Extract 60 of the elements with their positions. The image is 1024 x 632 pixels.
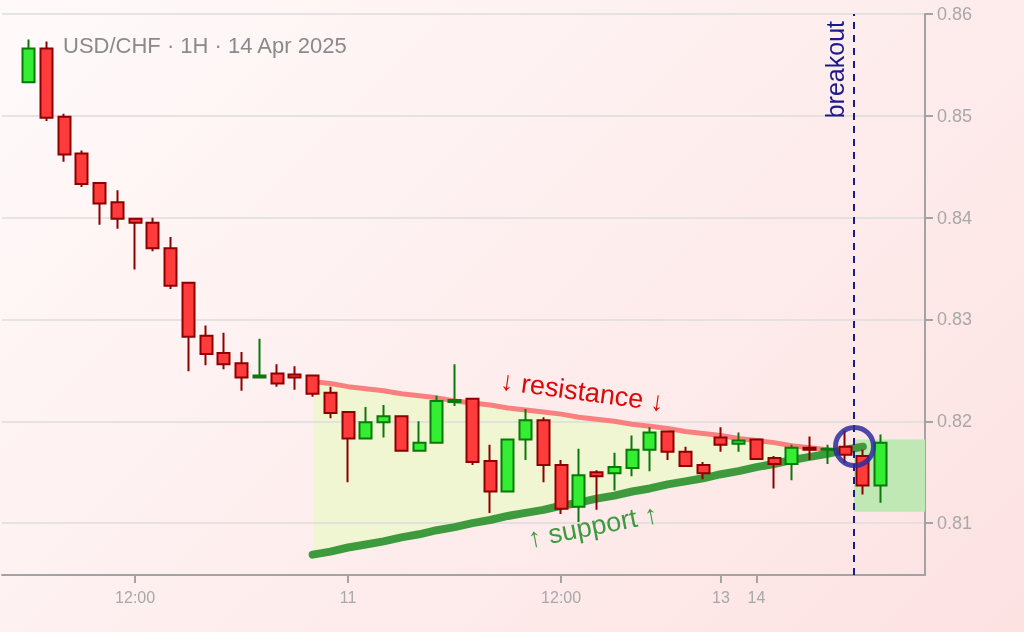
candlestick [500, 437, 515, 494]
candlestick [234, 351, 249, 392]
candlestick [394, 415, 409, 453]
candlestick [163, 235, 178, 290]
candlestick [696, 460, 711, 481]
x-tick-label: 13 [711, 588, 730, 606]
candlestick [589, 469, 604, 511]
annotation: breakout [820, 20, 849, 119]
candlestick [660, 430, 675, 461]
x-tick-label: 14 [747, 588, 766, 606]
x-tick-label: 12:00 [541, 588, 582, 606]
candlestick [625, 434, 640, 478]
annotation: ↓ resistance ↓ [498, 365, 667, 418]
candlestick [642, 426, 657, 473]
candlestick [287, 365, 302, 391]
candlestick [536, 416, 551, 484]
candlestick [270, 363, 285, 388]
y-tick-label: 0.82 [937, 411, 973, 432]
candlestick [74, 149, 89, 189]
candlestick [376, 403, 391, 439]
candlestick [305, 374, 320, 398]
candlestick [341, 411, 356, 484]
candlestick [784, 443, 799, 482]
candlestick [820, 443, 835, 466]
candlestick [323, 385, 338, 420]
candlestick [447, 363, 462, 407]
candlestick [873, 433, 888, 504]
annotation: ↑ support ↑ [525, 498, 661, 554]
candlestick [110, 189, 125, 230]
x-tick-label: 12:00 [115, 588, 156, 606]
candlestick [713, 426, 728, 453]
candlestick [412, 420, 427, 453]
candlestick [145, 216, 160, 253]
candlestick [21, 38, 36, 85]
candlestick [483, 443, 498, 514]
y-tick-label: 0.86 [937, 4, 973, 24]
candlestick [128, 217, 143, 271]
y-tick-label: 0.83 [937, 309, 973, 330]
x-tick-label: 11 [339, 588, 357, 606]
candlestick [802, 435, 817, 461]
candlestick [92, 182, 107, 226]
candlestick [767, 454, 782, 490]
candlestick [216, 331, 231, 371]
candlestick [429, 394, 444, 444]
candlestick [607, 451, 622, 492]
candlestick [39, 40, 54, 122]
candlestick [678, 445, 693, 469]
candlestick [57, 112, 72, 163]
candlestick [749, 438, 764, 460]
y-tick-label: 0.81 [937, 513, 973, 534]
candlestick [465, 396, 480, 467]
candlestick [518, 408, 533, 461]
y-tick-label: 0.84 [937, 207, 973, 228]
candlestick [731, 431, 746, 453]
candlestick [199, 324, 214, 367]
candlestick [252, 337, 267, 380]
y-tick-label: 0.85 [937, 105, 973, 126]
text: USD/CHF · 1H · 14 Apr 2025 [63, 32, 347, 58]
candlestick [358, 406, 373, 441]
candlestick [181, 281, 196, 373]
